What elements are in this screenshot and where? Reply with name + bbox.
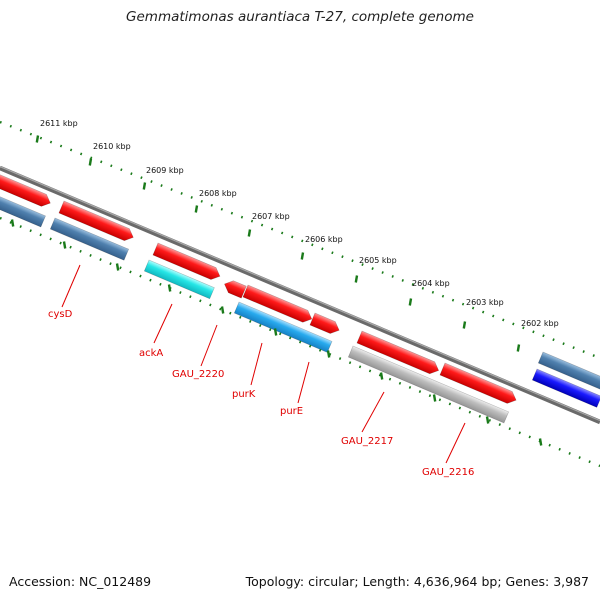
label-leader-line <box>250 342 263 386</box>
major-tick <box>516 344 521 352</box>
gene-block <box>531 368 600 408</box>
gene-label: ackA <box>139 348 163 359</box>
gene-label: purK <box>232 389 256 400</box>
major-tick <box>408 298 413 306</box>
gene-labels: cysD ackA GAU_2220 purK purE GAU_2217 GAU_2216 <box>48 309 474 478</box>
label-leader-line <box>61 264 81 308</box>
gene-label: purE <box>280 406 303 417</box>
gene-block <box>58 200 134 241</box>
gene-block <box>537 351 600 391</box>
major-tick <box>220 306 225 314</box>
major-tick <box>485 416 490 424</box>
gene-block <box>0 183 46 228</box>
gene-label: GAU_2216 <box>422 467 474 478</box>
label-leader-line <box>445 422 466 464</box>
major-tick <box>462 321 467 329</box>
label-leader-line <box>200 324 218 367</box>
scale-label: 2604 kbp <box>412 279 450 288</box>
major-tick <box>273 328 278 336</box>
gene-block <box>49 217 130 261</box>
scale-label: 2605 kbp <box>359 256 397 265</box>
map-title: Gemmatimonas aurantiaca T-27, complete g… <box>126 9 474 25</box>
major-tick <box>35 135 40 143</box>
gene-block <box>242 284 313 323</box>
major-tick <box>167 284 172 292</box>
major-tick <box>354 275 359 283</box>
gene-block <box>309 312 340 334</box>
gene-block <box>439 362 517 404</box>
label-leader-line <box>297 361 310 404</box>
major-tick <box>115 263 120 271</box>
major-tick <box>538 438 543 446</box>
major-tick <box>326 350 331 358</box>
gene-block <box>0 161 51 207</box>
label-leader-line <box>153 303 173 344</box>
major-tick <box>432 394 437 402</box>
outer-scale-ticks <box>0 120 600 360</box>
scale-label: 2610 kbp <box>93 142 131 151</box>
label-leader-line <box>361 391 385 433</box>
gene-label-lines <box>61 264 466 464</box>
gene-block <box>347 345 510 424</box>
accession-text: Accession: NC_012489 <box>9 574 152 589</box>
major-tick <box>300 252 305 260</box>
major-tick <box>194 205 199 213</box>
gene-label: GAU_2217 <box>341 436 393 447</box>
scale-labels: 2611 kbp 2610 kbp 2609 kbp 2608 kbp 2607 kbp… <box>40 119 559 328</box>
major-tick <box>142 182 147 190</box>
scale-label: 2608 kbp <box>199 189 237 198</box>
gene-label: cysD <box>48 309 73 320</box>
forward-strand-genes <box>0 161 517 404</box>
major-tick <box>88 158 93 166</box>
scale-label: 2611 kbp <box>40 119 78 128</box>
scale-label: 2607 kbp <box>252 212 290 221</box>
gene-block <box>152 242 221 280</box>
reverse-strand-genes <box>0 183 600 424</box>
scale-label: 2602 kbp <box>521 319 559 328</box>
gene-block <box>356 330 440 375</box>
major-tick <box>10 219 15 227</box>
scale-label: 2603 kbp <box>466 298 504 307</box>
inner-scale-ticks <box>0 216 600 468</box>
gene-block <box>224 280 247 299</box>
scale-label: 2609 kbp <box>146 166 184 175</box>
scale-label: 2606 kbp <box>305 235 343 244</box>
gene-label: GAU_2220 <box>172 369 224 380</box>
genome-summary-text: Topology: circular; Length: 4,636,964 bp… <box>245 574 589 589</box>
major-tick <box>247 229 252 237</box>
genome-backbone <box>0 165 600 425</box>
major-tick <box>62 241 67 249</box>
gene-block <box>143 259 215 300</box>
major-tick <box>379 372 384 380</box>
